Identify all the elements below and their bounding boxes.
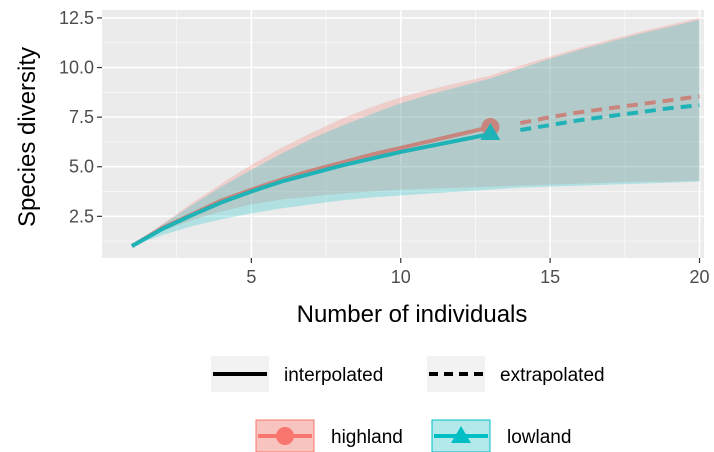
x-tick-label: 20 [690,267,710,287]
legend-label-interpolated: interpolated [284,365,383,386]
group-legend: highland lowland [256,420,571,452]
y-axis-title: Species diversity [14,47,41,227]
legend-marker-highland [276,427,294,445]
y-tick-label: 2.5 [69,206,94,226]
x-tick-label: 10 [391,267,411,287]
legend-label-highland: highland [331,427,403,448]
y-tick-label: 5.0 [69,157,94,177]
x-tick-label: 15 [540,267,560,287]
legend-label-lowland: lowland [507,427,571,448]
linetype-legend: interpolated extrapolated [211,356,605,392]
legend-label-extrapolated: extrapolated [500,365,605,386]
y-tick-label: 12.5 [59,8,94,28]
x-tick-label: 5 [246,267,256,287]
y-tick-label: 10.0 [59,58,94,78]
x-axis-title: Number of individuals [297,301,528,328]
y-tick-label: 7.5 [69,107,94,127]
